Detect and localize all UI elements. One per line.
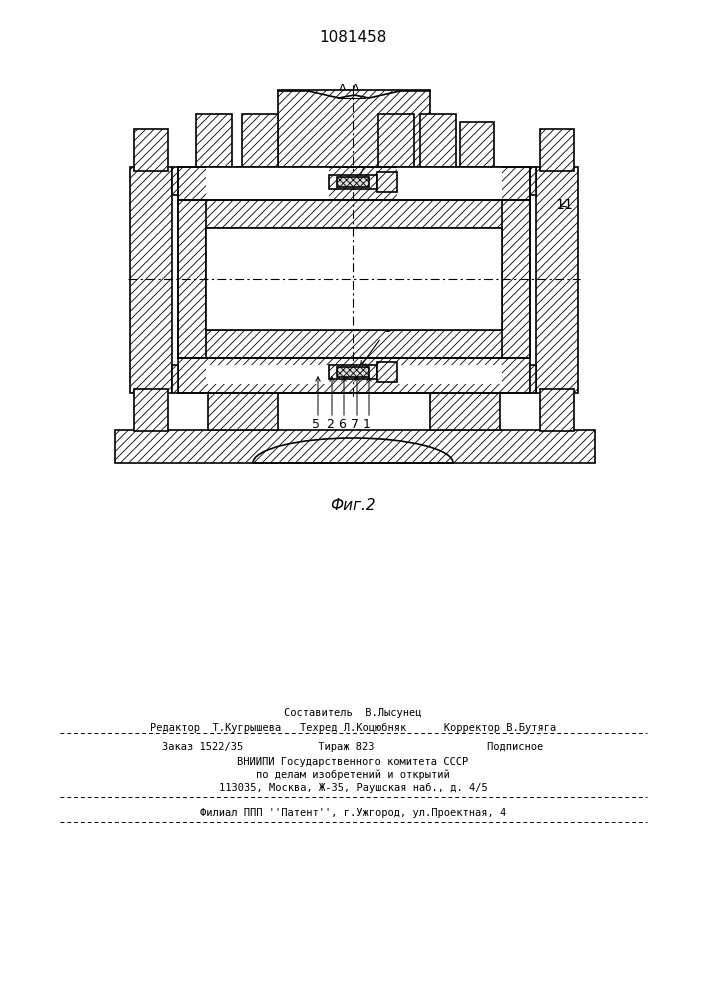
Text: A-A: A-A <box>338 83 361 97</box>
Bar <box>397 365 502 384</box>
Text: Составитель  В.Лысунец: Составитель В.Лысунец <box>284 708 422 718</box>
Text: Фиг.2: Фиг.2 <box>330 498 376 513</box>
Text: 5: 5 <box>312 418 320 431</box>
Bar <box>242 114 278 167</box>
Text: Филиал ППП ''Патент'', г.Ужгород, ул.Проектная, 4: Филиал ППП ''Патент'', г.Ужгород, ул.Про… <box>200 808 506 818</box>
Text: 2: 2 <box>326 418 334 431</box>
Bar <box>378 114 430 167</box>
Bar <box>206 365 329 384</box>
Text: Заказ 1522/35            Тираж 823                  Подписное: Заказ 1522/35 Тираж 823 Подписное <box>163 742 544 752</box>
Text: по делам изобретений и открытий: по делам изобретений и открытий <box>256 770 450 780</box>
Text: 1081458: 1081458 <box>320 30 387 45</box>
Bar <box>530 365 536 393</box>
Bar <box>172 167 178 195</box>
Text: 113035, Москва, Ж-35, Раушская наб., д. 4/5: 113035, Москва, Ж-35, Раушская наб., д. … <box>218 783 487 793</box>
Bar <box>178 358 530 393</box>
Text: 3: 3 <box>361 321 392 367</box>
Bar <box>377 362 397 382</box>
Bar <box>530 167 536 195</box>
Bar <box>115 430 595 463</box>
Bar <box>536 167 578 393</box>
Text: Редактор  Т.Кугрышева   Техред Л.Коцюбняк      Корректор В.Бутяга: Редактор Т.Кугрышева Техред Л.Коцюбняк К… <box>150 723 556 733</box>
Bar <box>420 114 456 167</box>
Bar <box>460 122 494 167</box>
Bar <box>178 167 530 200</box>
Bar <box>130 167 172 393</box>
Bar <box>178 200 206 358</box>
Bar <box>540 389 574 431</box>
Text: 12: 12 <box>354 89 406 189</box>
Bar <box>329 365 377 379</box>
Bar <box>172 365 178 393</box>
Bar <box>377 172 397 192</box>
Text: 1: 1 <box>363 418 371 431</box>
Text: 6: 6 <box>338 418 346 431</box>
Bar <box>278 90 430 167</box>
Bar <box>206 167 329 200</box>
Text: ВНИИПИ Государственного комитета СССР: ВНИИПИ Государственного комитета СССР <box>238 757 469 767</box>
Bar <box>337 367 369 377</box>
Bar <box>178 330 530 358</box>
Bar <box>337 177 369 187</box>
Bar <box>502 200 530 358</box>
Bar <box>196 114 232 167</box>
Text: 11: 11 <box>555 198 573 212</box>
Bar <box>208 393 278 430</box>
Bar <box>134 389 168 431</box>
Bar <box>178 200 530 228</box>
Bar <box>329 175 377 189</box>
Bar <box>430 393 500 430</box>
Bar <box>540 129 574 171</box>
Bar <box>378 114 414 167</box>
Bar <box>206 228 502 330</box>
Text: 4: 4 <box>286 89 301 144</box>
Text: 7: 7 <box>351 418 359 431</box>
Bar <box>134 129 168 171</box>
Bar <box>397 167 502 200</box>
